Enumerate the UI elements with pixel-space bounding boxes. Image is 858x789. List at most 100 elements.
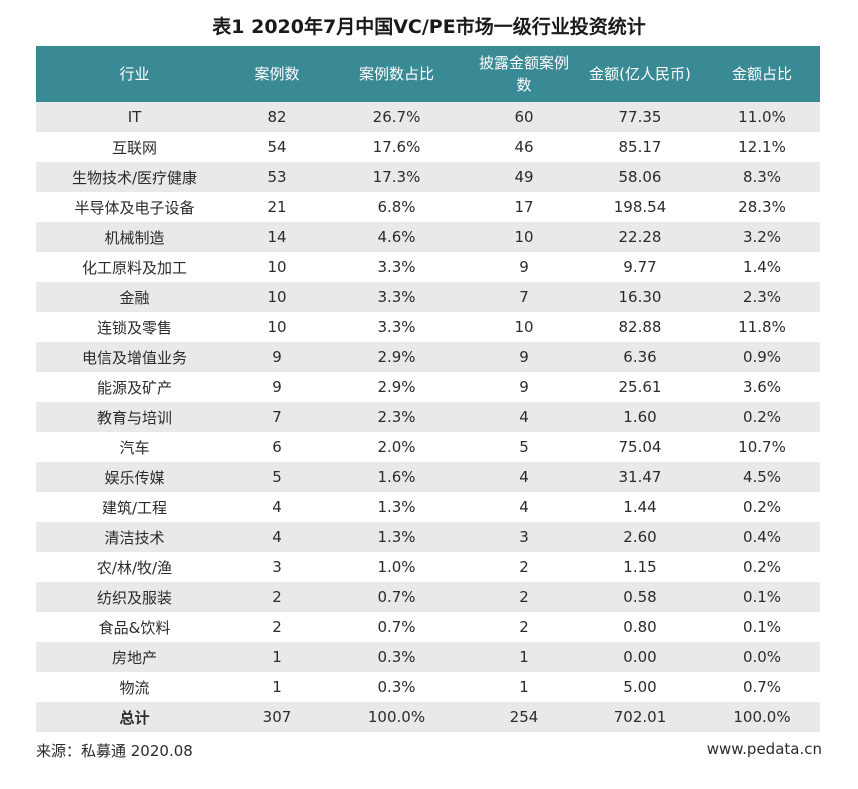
cell-cases: 4 xyxy=(233,492,321,522)
table-row: IT 82 26.7% 60 77.35 11.0% xyxy=(36,102,820,132)
cell-disclosed-cases: 46 xyxy=(472,132,576,162)
cell-amount: 1.15 xyxy=(576,552,704,582)
cell-industry: 清洁技术 xyxy=(36,522,233,552)
cell-amount-ratio: 4.5% xyxy=(704,462,820,492)
cell-amount-ratio: 0.2% xyxy=(704,402,820,432)
cell-case-ratio: 2.9% xyxy=(321,342,472,372)
cell-cases: 14 xyxy=(233,222,321,252)
cell-cases: 4 xyxy=(233,522,321,552)
cell-case-ratio: 2.9% xyxy=(321,372,472,402)
cell-case-ratio: 100.0% xyxy=(321,702,472,732)
cell-amount-ratio: 11.0% xyxy=(704,102,820,132)
cell-amount-ratio: 3.2% xyxy=(704,222,820,252)
website-link[interactable]: www.pedata.cn xyxy=(706,740,822,758)
table-body: IT 82 26.7% 60 77.35 11.0% 互联网 54 17.6% 46 85.17 12… xyxy=(36,102,820,732)
cell-disclosed-cases: 10 xyxy=(472,222,576,252)
cell-cases: 5 xyxy=(233,462,321,492)
cell-cases: 1 xyxy=(233,642,321,672)
table-row: 房地产 1 0.3% 1 0.00 0.0% xyxy=(36,642,820,672)
cell-case-ratio: 1.3% xyxy=(321,522,472,552)
cell-case-ratio: 2.3% xyxy=(321,402,472,432)
cell-disclosed-cases: 4 xyxy=(472,462,576,492)
table-row: 教育与培训 7 2.3% 4 1.60 0.2% xyxy=(36,402,820,432)
cell-amount-ratio: 12.1% xyxy=(704,132,820,162)
cell-amount: 1.44 xyxy=(576,492,704,522)
cell-cases: 10 xyxy=(233,252,321,282)
cell-amount: 25.61 xyxy=(576,372,704,402)
cell-amount: 31.47 xyxy=(576,462,704,492)
cell-industry: 能源及矿产 xyxy=(36,372,233,402)
cell-disclosed-cases: 5 xyxy=(472,432,576,462)
cell-industry: 汽车 xyxy=(36,432,233,462)
cell-cases: 6 xyxy=(233,432,321,462)
header-disclosed-cases: 披露金额案例数 xyxy=(472,46,576,102)
cell-disclosed-cases: 7 xyxy=(472,282,576,312)
cell-amount-ratio: 0.4% xyxy=(704,522,820,552)
cell-disclosed-cases: 2 xyxy=(472,582,576,612)
cell-amount-ratio: 0.7% xyxy=(704,672,820,702)
cell-amount-ratio: 0.2% xyxy=(704,552,820,582)
cell-case-ratio: 1.0% xyxy=(321,552,472,582)
table-row: 食品&饮料 2 0.7% 2 0.80 0.1% xyxy=(36,612,820,642)
cell-case-ratio: 3.3% xyxy=(321,312,472,342)
cell-cases: 10 xyxy=(233,312,321,342)
cell-amount-ratio: 3.6% xyxy=(704,372,820,402)
cell-case-ratio: 6.8% xyxy=(321,192,472,222)
table-row: 纺织及服装 2 0.7% 2 0.58 0.1% xyxy=(36,582,820,612)
cell-industry: 食品&饮料 xyxy=(36,612,233,642)
cell-amount: 2.60 xyxy=(576,522,704,552)
cell-cases: 9 xyxy=(233,342,321,372)
cell-industry: 生物技术/医疗健康 xyxy=(36,162,233,192)
cell-industry: 连锁及零售 xyxy=(36,312,233,342)
cell-disclosed-cases: 9 xyxy=(472,372,576,402)
table-row: 生物技术/医疗健康 53 17.3% 49 58.06 8.3% xyxy=(36,162,820,192)
cell-case-ratio: 17.3% xyxy=(321,162,472,192)
cell-amount-ratio: 8.3% xyxy=(704,162,820,192)
cell-amount-ratio: 0.2% xyxy=(704,492,820,522)
cell-cases: 21 xyxy=(233,192,321,222)
cell-amount: 0.00 xyxy=(576,642,704,672)
table-row: 金融 10 3.3% 7 16.30 2.3% xyxy=(36,282,820,312)
cell-disclosed-cases: 49 xyxy=(472,162,576,192)
table-row: 农/林/牧/渔 3 1.0% 2 1.15 0.2% xyxy=(36,552,820,582)
cell-amount-ratio: 0.0% xyxy=(704,642,820,672)
cell-case-ratio: 0.7% xyxy=(321,582,472,612)
cell-amount-ratio: 100.0% xyxy=(704,702,820,732)
table-row: 清洁技术 4 1.3% 3 2.60 0.4% xyxy=(36,522,820,552)
cell-industry: 机械制造 xyxy=(36,222,233,252)
cell-case-ratio: 4.6% xyxy=(321,222,472,252)
table-row: 化工原料及加工 10 3.3% 9 9.77 1.4% xyxy=(36,252,820,282)
table-row: 互联网 54 17.6% 46 85.17 12.1% xyxy=(36,132,820,162)
cell-cases: 307 xyxy=(233,702,321,732)
source-note: 来源：私募通 2020.08 xyxy=(36,742,193,760)
cell-disclosed-cases: 4 xyxy=(472,492,576,522)
cell-cases: 9 xyxy=(233,372,321,402)
cell-disclosed-cases: 2 xyxy=(472,612,576,642)
cell-cases: 7 xyxy=(233,402,321,432)
header-case-ratio: 案例数占比 xyxy=(321,46,472,102)
cell-amount-ratio: 10.7% xyxy=(704,432,820,462)
cell-amount: 82.88 xyxy=(576,312,704,342)
cell-amount: 58.06 xyxy=(576,162,704,192)
cell-industry: 金融 xyxy=(36,282,233,312)
cell-amount-ratio: 0.1% xyxy=(704,582,820,612)
cell-amount: 22.28 xyxy=(576,222,704,252)
cell-amount: 0.80 xyxy=(576,612,704,642)
cell-amount-ratio: 0.1% xyxy=(704,612,820,642)
cell-disclosed-cases: 2 xyxy=(472,552,576,582)
cell-industry: 娱乐传媒 xyxy=(36,462,233,492)
cell-industry: 教育与培训 xyxy=(36,402,233,432)
cell-case-ratio: 3.3% xyxy=(321,252,472,282)
cell-industry: 总计 xyxy=(36,702,233,732)
cell-cases: 54 xyxy=(233,132,321,162)
table-row: 建筑/工程 4 1.3% 4 1.44 0.2% xyxy=(36,492,820,522)
cell-cases: 2 xyxy=(233,612,321,642)
cell-disclosed-cases: 10 xyxy=(472,312,576,342)
cell-cases: 10 xyxy=(233,282,321,312)
cell-disclosed-cases: 3 xyxy=(472,522,576,552)
cell-case-ratio: 17.6% xyxy=(321,132,472,162)
table-header-row: 行业 案例数 案例数占比 披露金额案例数 金额(亿人民币) 金额占比 xyxy=(36,46,820,102)
cell-cases: 82 xyxy=(233,102,321,132)
cell-amount-ratio: 1.4% xyxy=(704,252,820,282)
header-amount: 金额(亿人民币) xyxy=(576,46,704,102)
